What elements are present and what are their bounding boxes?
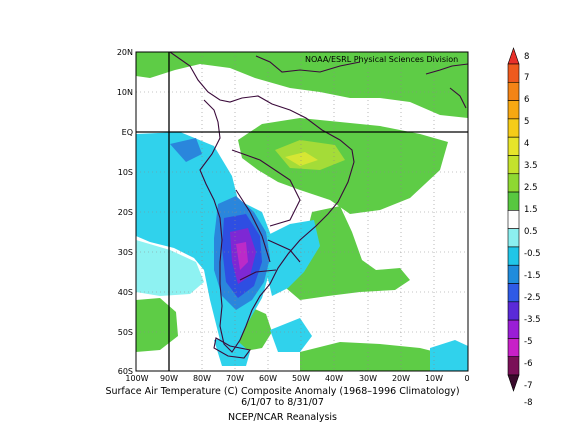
longitude-labels: 100W 90W 80W 70W 60W 50W 40W 30W 20W 10W… xyxy=(125,374,469,383)
colorbar-swatch xyxy=(507,210,520,229)
colorbar-label: 2.5 xyxy=(524,183,538,193)
colorbar-swatch xyxy=(507,301,520,321)
green-anomaly-southern-ocean xyxy=(300,342,468,371)
lon-label: 100W xyxy=(125,374,148,383)
colorbar-swatch xyxy=(507,283,520,303)
colorbar-label: -1.5 xyxy=(524,271,541,281)
colorbar-labels: 8 7 6 5 4 3.5 2.5 1.5 0.5 -0.5 -1.5 -2.5… xyxy=(524,52,541,408)
cyan-anomaly-weddell xyxy=(430,340,468,371)
colorbar-swatch xyxy=(507,338,520,358)
lon-label: 50W xyxy=(292,374,310,383)
cyan-anomaly-south-atlantic xyxy=(270,318,312,352)
colorbar-label: 6 xyxy=(524,95,529,105)
colorbar-label: 5 xyxy=(524,117,529,127)
colorbar-swatch xyxy=(507,173,520,193)
latitude-labels: 20N 10N EQ 10S 20S 30S 40S 50S 60S xyxy=(117,48,133,376)
colorbar-label: -6 xyxy=(524,359,532,369)
colorbar-label: 4 xyxy=(524,139,529,149)
graticule xyxy=(136,52,468,371)
lon-label: 60W xyxy=(259,374,277,383)
colorbar-swatch xyxy=(507,191,520,211)
lat-label: 10N xyxy=(117,88,133,97)
colorbar-swatch xyxy=(507,47,520,65)
cyan-anomaly-drake xyxy=(214,336,250,366)
colorbar-swatches xyxy=(507,47,520,392)
lat-label: 20N xyxy=(117,48,133,57)
light-cyan-anomaly-central-pacific xyxy=(136,240,204,296)
lat-label: 10S xyxy=(118,168,133,177)
caption-dates: 6/1/07 to 8/31/07 xyxy=(241,397,324,408)
colorbar-swatch xyxy=(507,356,520,376)
credit-label: NOAA/ESRL Physical Sciences Division xyxy=(305,55,459,64)
coastlines xyxy=(169,52,468,359)
colorbar-label: -8 xyxy=(524,398,532,408)
colorbar-label: 7 xyxy=(524,73,529,83)
colorbar-swatch xyxy=(507,63,520,83)
lat-label: 50S xyxy=(118,328,133,337)
colorbar-label: -0.5 xyxy=(524,249,541,259)
colorbar-label: 0.5 xyxy=(524,227,538,237)
green-anomaly-south-atlantic xyxy=(286,206,410,300)
green-anomaly-north-atlantic xyxy=(136,52,468,118)
map-plot-area xyxy=(136,52,468,371)
green-anomaly-southeast-pacific xyxy=(136,298,178,352)
lat-label: EQ xyxy=(122,128,133,137)
colorbar-swatch xyxy=(507,118,520,138)
lon-label: 20W xyxy=(392,374,410,383)
colorbar-label: -7 xyxy=(524,381,532,391)
yellow-anomaly-brazil xyxy=(285,152,318,166)
green-anomaly-brazil xyxy=(238,118,448,214)
colorbar-swatch xyxy=(507,100,520,120)
magenta-anomaly-andes xyxy=(236,242,248,270)
lat-label: 60S xyxy=(118,367,133,376)
colorbar-swatch xyxy=(507,81,520,101)
lat-label: 20S xyxy=(118,208,133,217)
lon-label: 90W xyxy=(160,374,178,383)
map-frame xyxy=(135,51,469,372)
lon-label: 40W xyxy=(325,374,343,383)
lon-label: 70W xyxy=(226,374,244,383)
colorbar-swatch xyxy=(507,264,520,284)
colorbar-label: -2.5 xyxy=(524,293,541,303)
blue-anomaly-galapagos xyxy=(170,138,202,162)
lat-label: 40S xyxy=(118,288,133,297)
lon-label: 10W xyxy=(425,374,443,383)
colorbar-swatch xyxy=(507,319,520,339)
colorbar-label: 8 xyxy=(524,52,529,62)
caption-source: NCEP/NCAR Reanalysis xyxy=(227,412,337,423)
lon-label: 30W xyxy=(359,374,377,383)
colorbar-label: 1.5 xyxy=(524,205,538,215)
colorbar-swatch xyxy=(507,374,520,392)
colorbar: 8 7 6 5 4 3.5 2.5 1.5 0.5 -0.5 -1.5 -2.5… xyxy=(507,47,541,408)
colorbar-swatch xyxy=(507,155,520,175)
lat-label: 30S xyxy=(118,248,133,257)
light-green-anomaly-brazil xyxy=(275,140,345,170)
colorbar-swatch xyxy=(507,228,520,248)
colorbar-label: 3.5 xyxy=(524,161,538,171)
colorbar-swatch xyxy=(507,246,520,266)
colorbar-swatch xyxy=(507,136,520,156)
caption-title: Surface Air Temperature (C) Composite An… xyxy=(105,386,460,397)
lon-label: 80W xyxy=(193,374,211,383)
colorbar-label: -3.5 xyxy=(524,315,541,325)
colorbar-label: -5 xyxy=(524,337,532,347)
cyan-anomaly-la-plata xyxy=(262,220,320,296)
lon-label: 0 xyxy=(464,374,469,383)
